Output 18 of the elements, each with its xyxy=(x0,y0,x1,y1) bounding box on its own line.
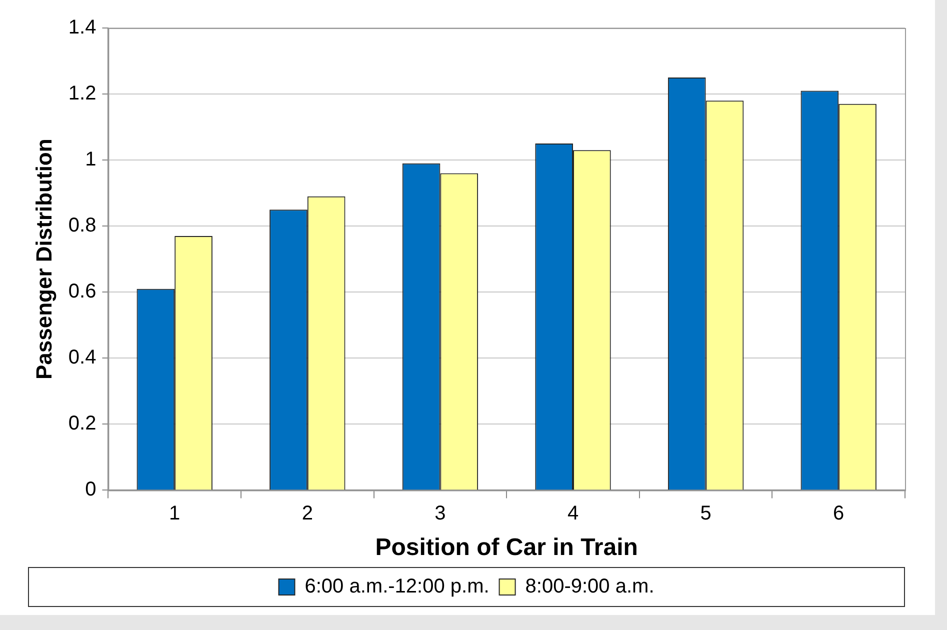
legend-label: 8:00-9:00 a.m. xyxy=(525,576,654,598)
x-tick-label: 6 xyxy=(833,502,844,525)
y-tick-label: 0.6 xyxy=(68,280,96,303)
y-tick-label: 1.4 xyxy=(68,16,96,39)
y-tick-label: 0.8 xyxy=(68,214,96,237)
y-tick-label: 0.2 xyxy=(68,412,96,435)
x-axis-title: Position of Car in Train xyxy=(375,534,638,562)
y-tick-label: 0.4 xyxy=(68,346,96,369)
x-tick-label: 1 xyxy=(169,502,180,525)
x-tick-label: 4 xyxy=(567,502,579,525)
x-tick-label: 2 xyxy=(302,502,313,525)
legend-label: 6:00 a.m.-12:00 p.m. xyxy=(304,576,490,598)
y-tick-label: 1.2 xyxy=(68,82,96,105)
y-tick-label: 0 xyxy=(85,478,96,501)
y-tick-label: 1 xyxy=(85,148,96,171)
y-axis-title: Passenger Distribution xyxy=(31,138,56,380)
x-tick-label: 5 xyxy=(700,502,712,525)
x-tick-label: 3 xyxy=(434,502,446,525)
